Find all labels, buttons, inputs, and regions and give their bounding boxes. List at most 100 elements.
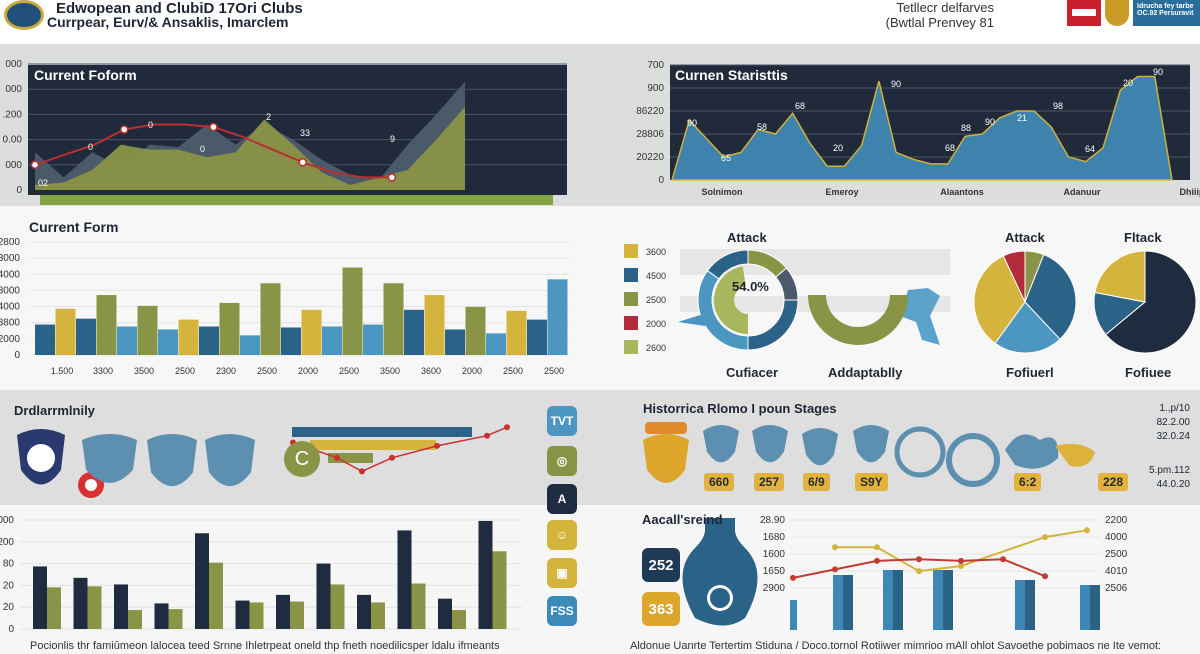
stage-icon xyxy=(752,425,788,463)
x-tick-label: Alaantons xyxy=(940,187,984,197)
legend-swatch xyxy=(624,268,638,282)
legend-label: 2500 xyxy=(646,295,666,305)
bar xyxy=(154,603,169,629)
club-logo xyxy=(4,0,44,30)
stat-chip: 660 xyxy=(704,473,735,491)
x-tick-label: 3300 xyxy=(93,366,113,376)
bar xyxy=(527,319,547,355)
face-icon: ☺ xyxy=(547,520,577,550)
stat-chip: 257 xyxy=(754,473,785,491)
bar-shade xyxy=(1025,580,1035,630)
header-right-line1: Tetllecr delfarves xyxy=(896,0,994,15)
y-tick-label: 4000 xyxy=(0,269,20,280)
bar-shade xyxy=(943,570,953,630)
point-label: 20 xyxy=(1123,78,1133,88)
sponsor-line2: OC.92 Persuravit xyxy=(1137,10,1194,17)
stage-icon xyxy=(894,426,946,478)
y-tick-label: 000 xyxy=(5,59,22,70)
section4-title: Aacall'sreind xyxy=(642,512,723,527)
y-tick-label: 000 xyxy=(0,515,14,526)
stat-chip: 6:2 xyxy=(1014,473,1042,491)
point-label: 98 xyxy=(1053,101,1063,111)
point-label: 65 xyxy=(721,153,731,163)
legend-swatch xyxy=(624,292,638,306)
h-bar xyxy=(292,427,472,437)
series-line xyxy=(835,529,1088,573)
crest-icon xyxy=(1105,0,1129,26)
y-tick-label: 0 xyxy=(14,350,20,361)
data-point xyxy=(209,122,218,132)
point-label: 88 xyxy=(961,123,971,133)
x-tick-label: 2300 xyxy=(216,366,236,376)
x-tick-label: Solnimon xyxy=(702,187,743,197)
stage-icon xyxy=(703,425,739,463)
data-point xyxy=(1000,556,1006,563)
pie2-title: Fltack xyxy=(1124,230,1162,245)
y-tick-label-right: 2500 xyxy=(1105,549,1128,560)
y-tick-label: 20 xyxy=(3,602,15,613)
data-point xyxy=(832,566,838,573)
x-tick-label: 3500 xyxy=(380,366,400,376)
x-tick-label: 3600 xyxy=(421,366,441,376)
bar xyxy=(424,295,445,355)
stat-box-252: 252 xyxy=(642,548,680,582)
y-tick-label: 1650 xyxy=(763,566,786,577)
trend-point xyxy=(504,424,510,431)
x-tick-label: 1.500 xyxy=(51,366,74,376)
y-tick-label: 000 xyxy=(5,160,22,171)
bar-shade xyxy=(893,570,903,630)
x-tick-label: Adanuur xyxy=(1064,187,1101,197)
bar xyxy=(465,306,486,355)
x-tick-label: Dhiiip xyxy=(1180,187,1200,197)
semicircle-gauge xyxy=(808,295,908,345)
y-tick-label: 000 xyxy=(5,84,22,95)
y-tick-label: .200 xyxy=(3,109,23,120)
legend-swatch xyxy=(624,340,638,354)
bar xyxy=(87,586,102,629)
y-tick-label: 20220 xyxy=(636,152,664,163)
y-tick-label: 700 xyxy=(647,60,664,71)
y-tick-label: 2000 xyxy=(0,334,20,345)
legend-label: 3600 xyxy=(646,247,666,257)
point-label: 0 xyxy=(88,142,93,152)
bar xyxy=(55,308,76,355)
stage-icon xyxy=(946,433,1000,487)
y-tick-label: 1600 xyxy=(763,549,786,560)
bar xyxy=(178,319,199,355)
point-label: 9 xyxy=(390,134,395,144)
y-tick-label: 4000 xyxy=(0,302,20,313)
map-icon xyxy=(1005,434,1059,469)
point-label: 90 xyxy=(1153,67,1163,77)
bar xyxy=(76,318,96,355)
pie-slice xyxy=(1024,253,1077,340)
y-tick-label-right: 2506 xyxy=(1105,583,1128,594)
stage-icon xyxy=(853,425,889,463)
legend-swatch xyxy=(624,244,638,258)
pie-slice xyxy=(1104,250,1197,354)
fss-icon: FSS xyxy=(547,596,577,626)
y-tick-label: 200 xyxy=(0,537,14,548)
x-tick-label: Emeroy xyxy=(825,187,858,197)
pie-slice xyxy=(1002,250,1026,303)
pie-slice xyxy=(994,301,1061,354)
right-number: 1.,p/10 xyxy=(1159,403,1190,414)
right-number: 5.pm.112 xyxy=(1149,465,1190,476)
map-icon xyxy=(1055,444,1095,467)
page-subtitle: Currpear, Eurv/& Ansaklis, Imarclem xyxy=(47,14,289,30)
point-label: 64 xyxy=(1085,144,1095,154)
point-label: 68 xyxy=(945,143,955,153)
bar xyxy=(486,333,506,355)
trend-point xyxy=(334,454,340,461)
point-label: 20 xyxy=(833,143,843,153)
stat-box-363: 363 xyxy=(642,592,680,626)
bar xyxy=(158,329,178,355)
pitch-strip xyxy=(40,195,553,205)
data-point xyxy=(119,125,129,134)
bar xyxy=(33,566,47,629)
decor-shape xyxy=(900,288,940,345)
bar xyxy=(47,587,61,629)
bar xyxy=(322,326,342,355)
bar xyxy=(445,329,465,355)
bar xyxy=(276,594,290,629)
bar xyxy=(790,600,797,630)
